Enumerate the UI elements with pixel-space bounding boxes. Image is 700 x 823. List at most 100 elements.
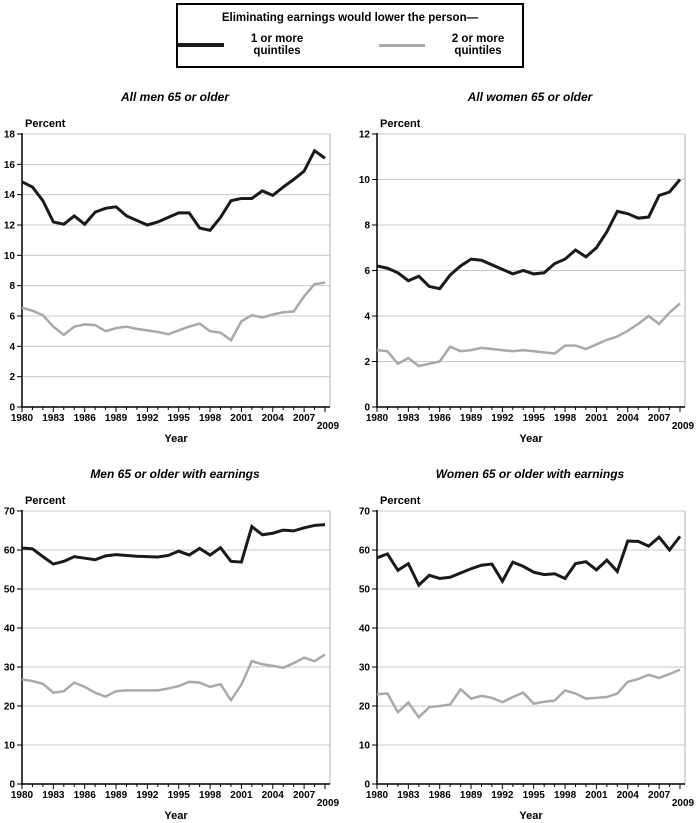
chart-canvas-women-earnings: 0 10 20 30 40 50 60 70 1980 1983 1986 1989 1992 1995 1… xyxy=(359,495,695,821)
x-tick-label: 1989 xyxy=(460,790,483,801)
x-tick-label: 1989 xyxy=(460,413,483,424)
x-tick-label: 1998 xyxy=(199,413,222,424)
y-tick-label: 30 xyxy=(4,663,16,674)
x-tick-label: 1986 xyxy=(429,413,452,424)
y-tick-label: 8 xyxy=(364,221,370,232)
series-line-1-or-more-quintiles xyxy=(376,534,682,588)
chart-title: All women 65 or older xyxy=(467,90,593,104)
y-tick-label: 12 xyxy=(4,221,16,232)
x-axis-label: Year xyxy=(164,810,188,821)
series-line-1-or-more-quintiles xyxy=(376,178,682,291)
x-tick-label: 2007 xyxy=(648,413,671,424)
x-tick-label: 1980 xyxy=(366,790,389,801)
y-tick-label: 18 xyxy=(4,130,16,141)
y-tick-label: 50 xyxy=(359,585,371,596)
y-tick-label: 0 xyxy=(9,403,15,414)
series-line-2-or-more-quintiles xyxy=(376,302,681,368)
legend-title: Eliminating earnings would lower the per… xyxy=(221,12,479,24)
x-axis-label: Year xyxy=(164,433,188,444)
gray-line-swatch-icon xyxy=(379,43,426,47)
y-tick-label: 10 xyxy=(359,741,371,752)
y-tick-label: 10 xyxy=(359,175,371,186)
y-tick-label: 20 xyxy=(4,702,16,713)
x-tick-label: 1983 xyxy=(42,413,65,424)
legend-item-1-or-more-quintiles: 1 or more quintiles xyxy=(178,33,321,57)
x-tick-label: 2004 xyxy=(262,413,285,424)
y-tick-label: 60 xyxy=(4,546,16,557)
chart-women-65-with-earnings: Women 65 or older with earnings 0 10 20 30 4… xyxy=(355,462,700,821)
y-axis-label: Percent xyxy=(380,118,421,130)
x-axis-label: Year xyxy=(519,433,543,444)
black-line-swatch-icon xyxy=(178,43,225,47)
x-tick-label: 1986 xyxy=(74,413,97,424)
x-tick-label: 1995 xyxy=(168,413,191,424)
series-line-2-or-more-quintiles xyxy=(376,668,681,720)
x-tick-label: 1995 xyxy=(523,413,546,424)
y-tick-label: 60 xyxy=(359,546,371,557)
x-tick-label: 1995 xyxy=(523,790,546,801)
y-tick-label: 0 xyxy=(9,780,15,791)
y-tick-label: 16 xyxy=(4,160,16,171)
series-line-1-or-more-quintiles xyxy=(21,148,326,232)
y-tick-label: 10 xyxy=(4,741,16,752)
x-axis-label: Year xyxy=(519,810,543,821)
x-tick-label: 2004 xyxy=(262,790,285,801)
x-tick-label: 2009 xyxy=(672,798,695,809)
y-tick-label: 6 xyxy=(364,266,370,277)
x-tick-label: 1989 xyxy=(105,413,128,424)
x-tick-label: 1992 xyxy=(491,413,514,424)
x-tick-label: 1998 xyxy=(554,790,577,801)
legend-item-2-or-more-quintiles: 2 or more quintiles xyxy=(379,33,522,57)
x-tick-label: 2001 xyxy=(585,790,608,801)
y-axis-label: Percent xyxy=(25,495,66,507)
x-tick-label: 1989 xyxy=(105,790,128,801)
x-tick-label: 1992 xyxy=(491,790,514,801)
x-tick-label: 1983 xyxy=(397,790,420,801)
series-line-2-or-more-quintiles xyxy=(21,653,326,703)
x-tick-label: 2009 xyxy=(317,421,340,432)
x-tick-label: 2007 xyxy=(293,413,316,424)
x-tick-label: 2001 xyxy=(230,790,253,801)
y-tick-label: 40 xyxy=(359,624,371,635)
y-tick-label: 8 xyxy=(9,281,15,292)
y-tick-label: 10 xyxy=(4,251,16,262)
y-tick-label: 4 xyxy=(364,312,370,323)
x-tick-label: 2009 xyxy=(672,421,695,432)
chart-all-men-65-or-older: All men 65 or older 0 2 4 6 8 10 12 14 16 18 1980 1… xyxy=(0,85,350,444)
y-tick-label: 12 xyxy=(359,130,371,141)
x-tick-label: 1986 xyxy=(429,790,452,801)
series-line-1-or-more-quintiles xyxy=(21,523,326,566)
x-tick-label: 2004 xyxy=(617,413,640,424)
y-tick-label: 0 xyxy=(364,403,370,414)
chart-title: Men 65 or older with earnings xyxy=(90,467,260,481)
y-tick-label: 30 xyxy=(359,663,371,674)
x-tick-label: 2007 xyxy=(293,790,316,801)
y-tick-label: 6 xyxy=(9,312,15,323)
x-tick-label: 1998 xyxy=(554,413,577,424)
x-tick-label: 1992 xyxy=(136,790,159,801)
y-tick-label: 70 xyxy=(4,507,16,518)
x-tick-label: 1986 xyxy=(74,790,97,801)
x-tick-label: 1983 xyxy=(397,413,420,424)
x-tick-label: 2001 xyxy=(230,413,253,424)
series-line-2-or-more-quintiles xyxy=(21,281,326,343)
x-tick-label: 1998 xyxy=(199,790,222,801)
y-tick-label: 14 xyxy=(4,190,16,201)
x-tick-label: 2007 xyxy=(648,790,671,801)
y-tick-label: 70 xyxy=(359,507,371,518)
chart-men-65-with-earnings: Men 65 or older with earnings 0 10 20 30 40 5… xyxy=(0,462,350,821)
chart-title: Women 65 or older with earnings xyxy=(435,467,625,481)
x-tick-label: 2009 xyxy=(317,798,340,809)
chart-title: All men 65 or older xyxy=(120,90,230,104)
x-tick-label: 1983 xyxy=(42,790,65,801)
legend: Eliminating earnings would lower the per… xyxy=(176,3,524,68)
chart-canvas-all-women: 0 2 4 6 8 10 12 1980 1983 1986 1989 1992 1995 1998 200… xyxy=(359,118,695,444)
y-tick-label: 50 xyxy=(4,585,16,596)
x-tick-label: 1980 xyxy=(11,790,34,801)
x-tick-label: 2004 xyxy=(617,790,640,801)
x-tick-label: 1992 xyxy=(136,413,159,424)
x-tick-label: 1980 xyxy=(366,413,389,424)
y-tick-label: 40 xyxy=(4,624,16,635)
chart-all-women-65-or-older: All women 65 or older 0 2 4 6 8 10 12 1980 1983 1… xyxy=(355,85,700,444)
